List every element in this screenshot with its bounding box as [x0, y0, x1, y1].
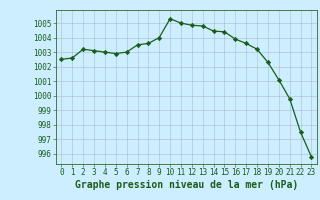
X-axis label: Graphe pression niveau de la mer (hPa): Graphe pression niveau de la mer (hPa) [75, 180, 298, 190]
